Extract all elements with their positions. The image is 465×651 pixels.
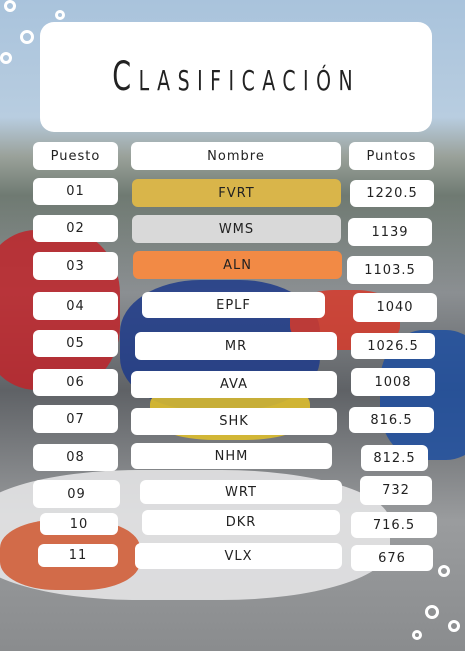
points-cell: 1103.5 — [347, 256, 433, 284]
position-cell: 04 — [33, 292, 118, 320]
deco-ring — [55, 10, 65, 20]
name-cell: SHK — [131, 408, 337, 435]
deco-ring — [425, 605, 439, 619]
position-cell: 01 — [33, 178, 118, 205]
deco-ring — [438, 565, 450, 577]
points-cell: 1220.5 — [350, 180, 434, 207]
name-cell: FVRT — [132, 179, 341, 207]
points-cell: 816.5 — [349, 407, 434, 433]
column-header: Puntos — [349, 142, 434, 170]
title: Clasificación — [112, 54, 360, 100]
name-cell: NHM — [131, 443, 332, 469]
position-cell: 08 — [33, 444, 118, 471]
position-cell: 05 — [33, 330, 118, 357]
name-cell: MR — [135, 332, 337, 360]
name-cell: VLX — [135, 543, 342, 569]
position-cell: 10 — [40, 513, 118, 535]
name-cell: WMS — [132, 215, 341, 243]
name-cell: ALN — [133, 251, 342, 279]
deco-ring — [20, 30, 34, 44]
points-cell: 812.5 — [361, 445, 428, 471]
points-cell: 1026.5 — [351, 333, 435, 359]
points-cell: 716.5 — [351, 512, 437, 538]
points-cell: 1139 — [348, 218, 432, 246]
column-header: Nombre — [131, 142, 341, 170]
name-cell: AVA — [131, 371, 337, 398]
name-cell: EPLF — [142, 292, 325, 318]
position-cell: 06 — [33, 369, 118, 396]
position-cell: 02 — [33, 215, 118, 242]
name-cell: DKR — [142, 510, 340, 535]
points-cell: 732 — [360, 476, 432, 505]
deco-ring — [0, 52, 12, 64]
position-cell: 11 — [38, 544, 118, 567]
points-cell: 1040 — [353, 293, 437, 322]
deco-ring — [4, 0, 16, 12]
deco-ring — [448, 620, 460, 632]
points-cell: 676 — [351, 545, 433, 571]
name-cell: WRT — [140, 480, 342, 504]
position-cell: 03 — [33, 252, 118, 280]
position-cell: 09 — [33, 480, 120, 508]
title-box: Clasificación — [40, 22, 432, 132]
column-header: Puesto — [33, 142, 118, 170]
position-cell: 07 — [33, 405, 118, 433]
points-cell: 1008 — [351, 368, 435, 396]
deco-ring — [412, 630, 422, 640]
